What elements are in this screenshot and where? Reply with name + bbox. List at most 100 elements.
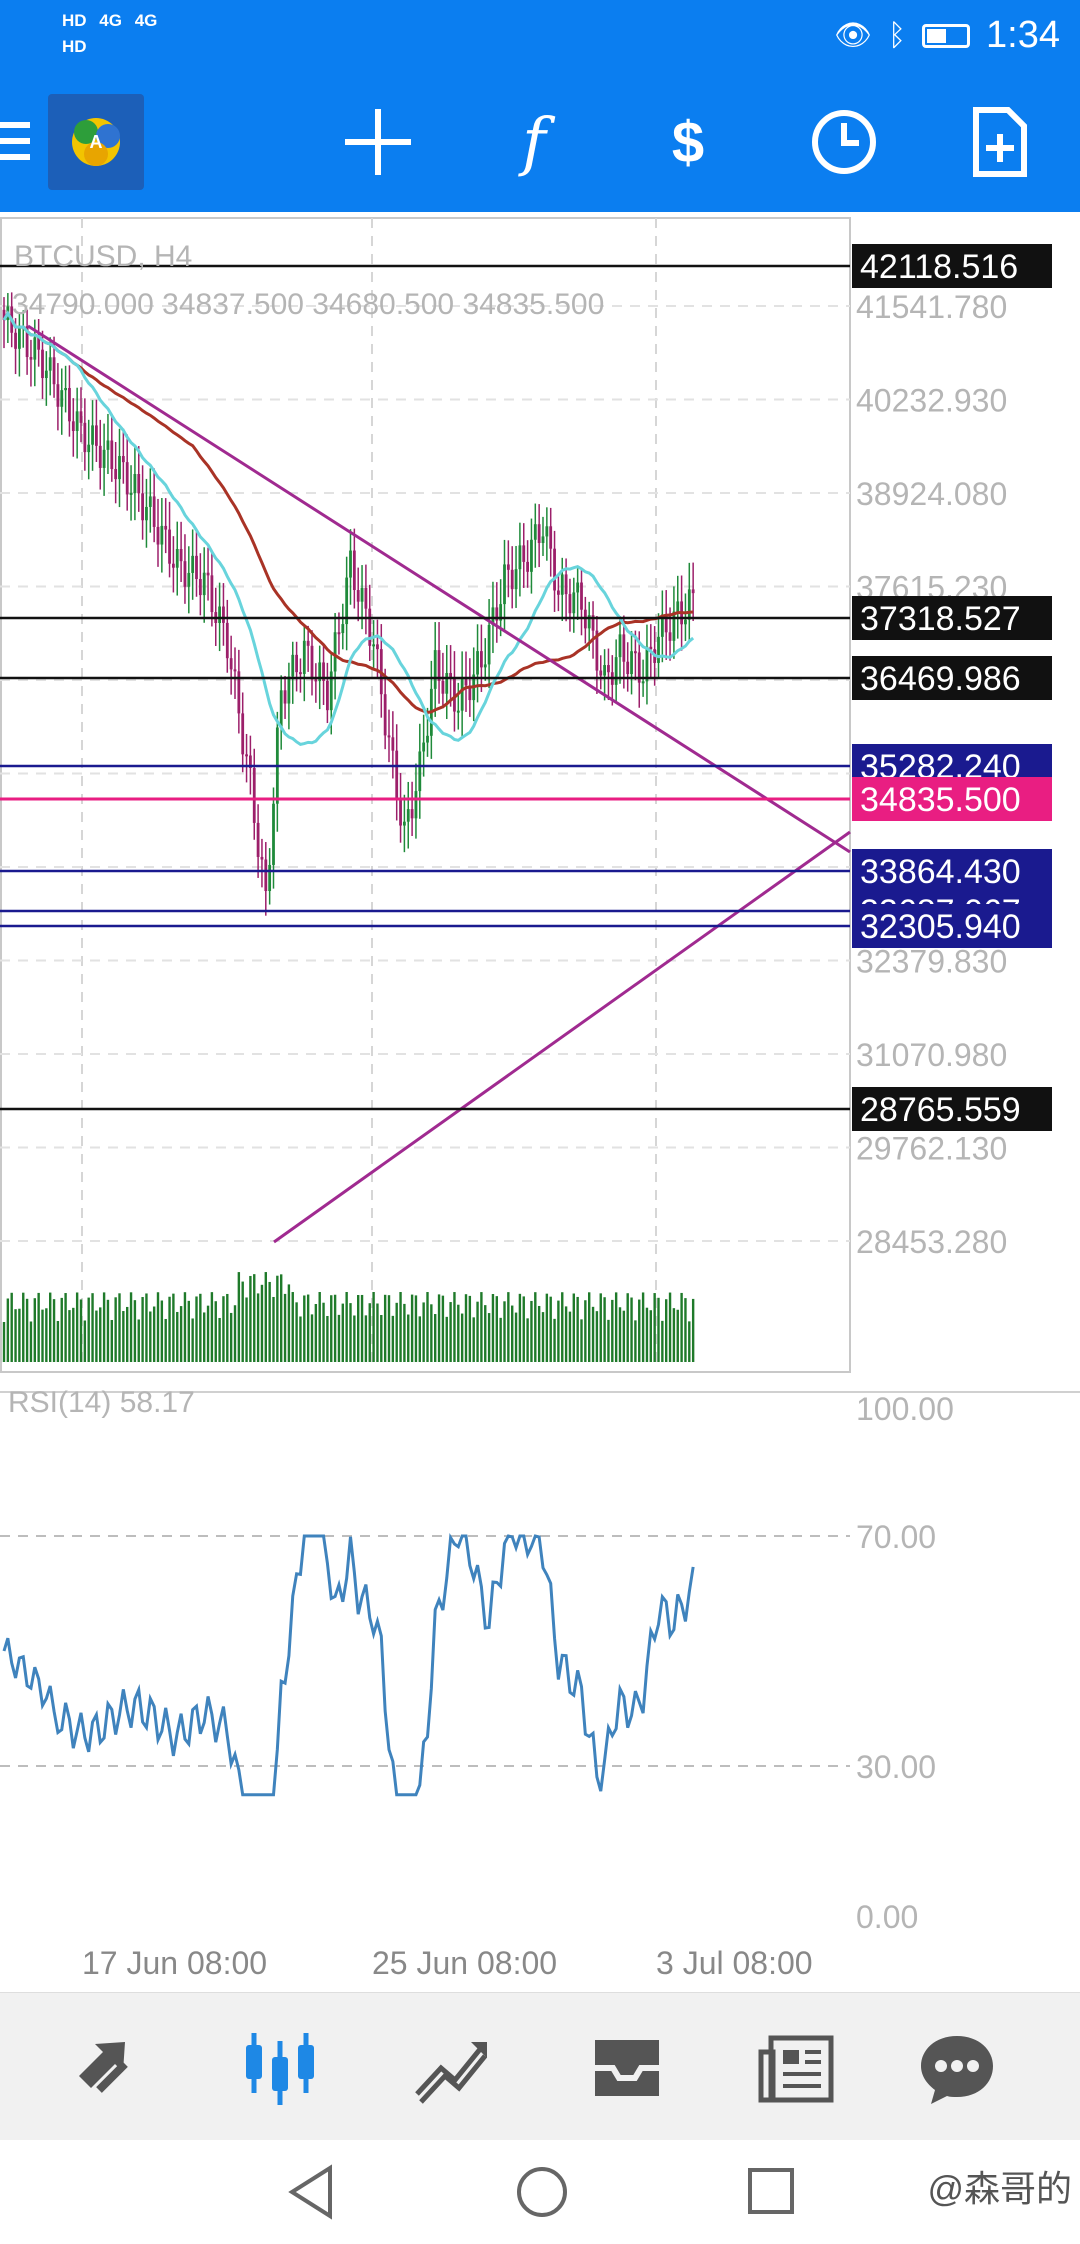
rsi-tick-label: 100.00	[856, 1391, 954, 1427]
home-icon[interactable]	[514, 2164, 570, 2225]
candle-body	[283, 690, 287, 704]
candle-body	[160, 525, 164, 545]
volume-bar	[437, 1294, 441, 1362]
rsi-line	[2, 1533, 695, 1797]
price-tick-label: 28453.280	[856, 1224, 1007, 1260]
volume-bar	[149, 1311, 152, 1362]
quotes-icon[interactable]	[64, 2023, 154, 2113]
volume-bar	[453, 1292, 456, 1362]
volume-bar	[503, 1301, 506, 1362]
volume-bar	[537, 1305, 541, 1362]
volume-bar	[45, 1308, 48, 1362]
news-icon[interactable]	[752, 2023, 842, 2113]
candle-body	[464, 679, 468, 686]
candle-body	[291, 654, 295, 677]
price-level-badge	[852, 849, 1052, 893]
candle-body	[549, 526, 553, 549]
volume-bar	[283, 1293, 287, 1362]
candle-body	[564, 574, 568, 595]
volume-bar	[72, 1307, 75, 1362]
volume-bar	[541, 1312, 545, 1362]
candle-body	[164, 525, 168, 530]
crosshair-icon[interactable]	[338, 102, 418, 182]
volume-bar	[464, 1294, 468, 1362]
volume-bar	[145, 1293, 148, 1362]
function-icon[interactable]: f	[522, 105, 546, 179]
candle-body	[337, 632, 341, 635]
volume-bar	[245, 1297, 248, 1362]
price-tick-label: 32379.830	[856, 944, 1007, 980]
candle-body	[225, 622, 229, 659]
candle-body	[553, 548, 556, 591]
metatrader-logo[interactable]: A	[48, 94, 144, 190]
price-tick-label: 29762.130	[856, 1131, 1007, 1167]
trade-icon[interactable]	[406, 2023, 496, 2113]
recents-icon[interactable]	[746, 2166, 796, 2221]
candle-body	[395, 750, 399, 800]
volume-bar	[638, 1299, 641, 1362]
volume-bar	[387, 1295, 391, 1362]
volume-bar	[549, 1296, 552, 1362]
volume-bar	[268, 1281, 271, 1362]
volume-bar	[688, 1321, 691, 1362]
history-icon[interactable]	[582, 2023, 672, 2113]
network-1: 4G	[99, 11, 122, 30]
candle-body	[241, 713, 245, 755]
candle-body	[245, 754, 248, 757]
candle-body	[191, 555, 195, 573]
level-labels: 42118.51637318.52736469.98635282.2403483…	[852, 244, 1052, 1131]
candle-body	[422, 742, 426, 752]
back-icon[interactable]	[286, 2164, 336, 2225]
timeframe-clock-icon[interactable]	[804, 102, 884, 182]
candle-body	[491, 607, 495, 626]
volume-bar	[2, 1322, 6, 1362]
candle-body	[626, 661, 630, 675]
candle-body	[87, 444, 91, 453]
candle-body	[603, 665, 606, 676]
candle-body	[222, 606, 225, 623]
candle-body	[168, 529, 171, 564]
candle-body	[349, 550, 352, 578]
candle-body	[179, 549, 183, 562]
volume-bar	[249, 1275, 252, 1362]
volume-bar	[306, 1294, 310, 1362]
volume-bar	[514, 1312, 518, 1362]
volume-bar	[434, 1314, 437, 1362]
messages-icon[interactable]	[912, 2023, 1002, 2113]
chart-area[interactable]: 41541.78040232.93038924.08037615.2303630…	[0, 212, 1080, 1992]
candle-body	[172, 563, 175, 568]
volume-bar	[572, 1293, 575, 1362]
candle-body	[249, 755, 252, 768]
volume-bar	[64, 1293, 67, 1362]
candle-body	[71, 421, 75, 432]
volume-bar	[526, 1318, 529, 1362]
menu-icon[interactable]	[0, 122, 30, 166]
candle-body	[310, 645, 314, 680]
candle-body	[672, 611, 676, 641]
candle-body	[210, 575, 214, 613]
volume-bar	[41, 1309, 44, 1362]
volume-bar	[595, 1311, 599, 1362]
candle-body	[664, 614, 668, 633]
price-tick-label: 31070.980	[856, 1037, 1007, 1073]
new-document-icon[interactable]	[960, 102, 1040, 182]
candle-body	[641, 681, 645, 684]
volume-bar	[256, 1293, 260, 1362]
volume-bar	[276, 1275, 279, 1362]
candle-body	[541, 536, 545, 544]
price-level-value: 33864.430	[860, 853, 1021, 891]
chart-icon[interactable]	[234, 2023, 324, 2113]
volume-bar	[653, 1293, 656, 1362]
volume-bar	[122, 1311, 125, 1362]
volume-bar	[14, 1309, 17, 1362]
candle-body	[557, 590, 560, 595]
volume-bar	[195, 1296, 198, 1362]
candle-body	[183, 561, 187, 587]
volume-bar	[187, 1300, 190, 1362]
volume-bar	[330, 1295, 333, 1362]
volume-bar	[630, 1297, 633, 1362]
price-tick-label: 38924.080	[856, 476, 1007, 512]
volume-bar	[441, 1295, 445, 1362]
candle-body	[295, 654, 298, 673]
trade-icon[interactable]: $	[671, 109, 705, 175]
